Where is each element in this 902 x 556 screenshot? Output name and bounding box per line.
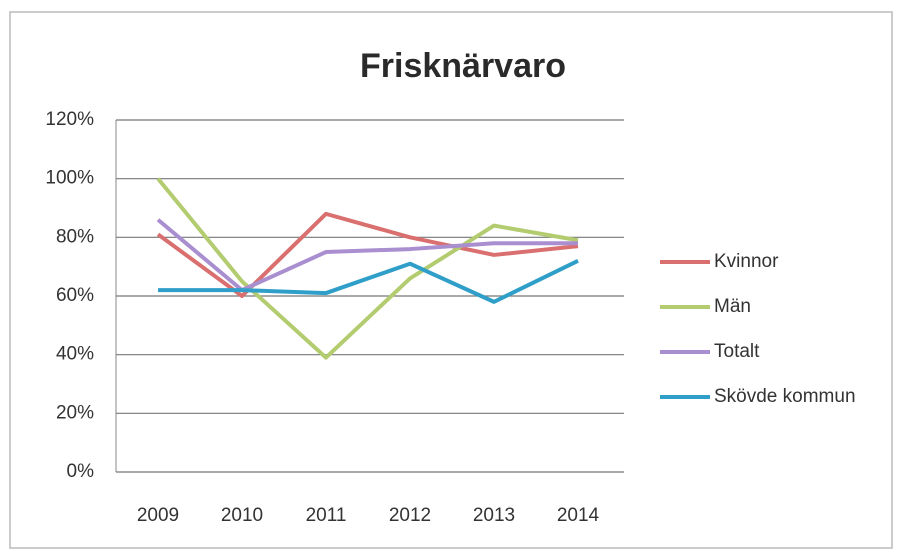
series-line [156,218,578,293]
x-tick-label: 2012 [389,505,431,526]
chart-frame [9,11,893,549]
y-tick-label: 120% [45,109,94,130]
y-tick-label: 20% [56,402,94,423]
series-line [156,211,579,298]
x-tick-label: 2014 [557,505,600,526]
y-tick-label: 40% [56,344,94,365]
y-tick-label: 60% [56,285,94,306]
chart-title: Frisknärvaro [360,47,566,85]
legend-label: Totalt [714,341,760,362]
x-tick-label: 2009 [137,505,179,526]
series-line [158,259,579,304]
legend-label: Kvinnor [714,251,779,272]
legend-label: Skövde kommun [714,386,856,407]
series-line [156,177,579,360]
x-tick-label: 2013 [473,505,515,526]
legend-label: Män [714,296,751,317]
y-tick-label: 0% [67,461,95,482]
x-tick-label: 2011 [306,505,347,526]
y-tick-label: 80% [56,226,94,247]
x-tick-label: 2010 [221,505,263,526]
y-tick-label: 100% [45,168,94,189]
